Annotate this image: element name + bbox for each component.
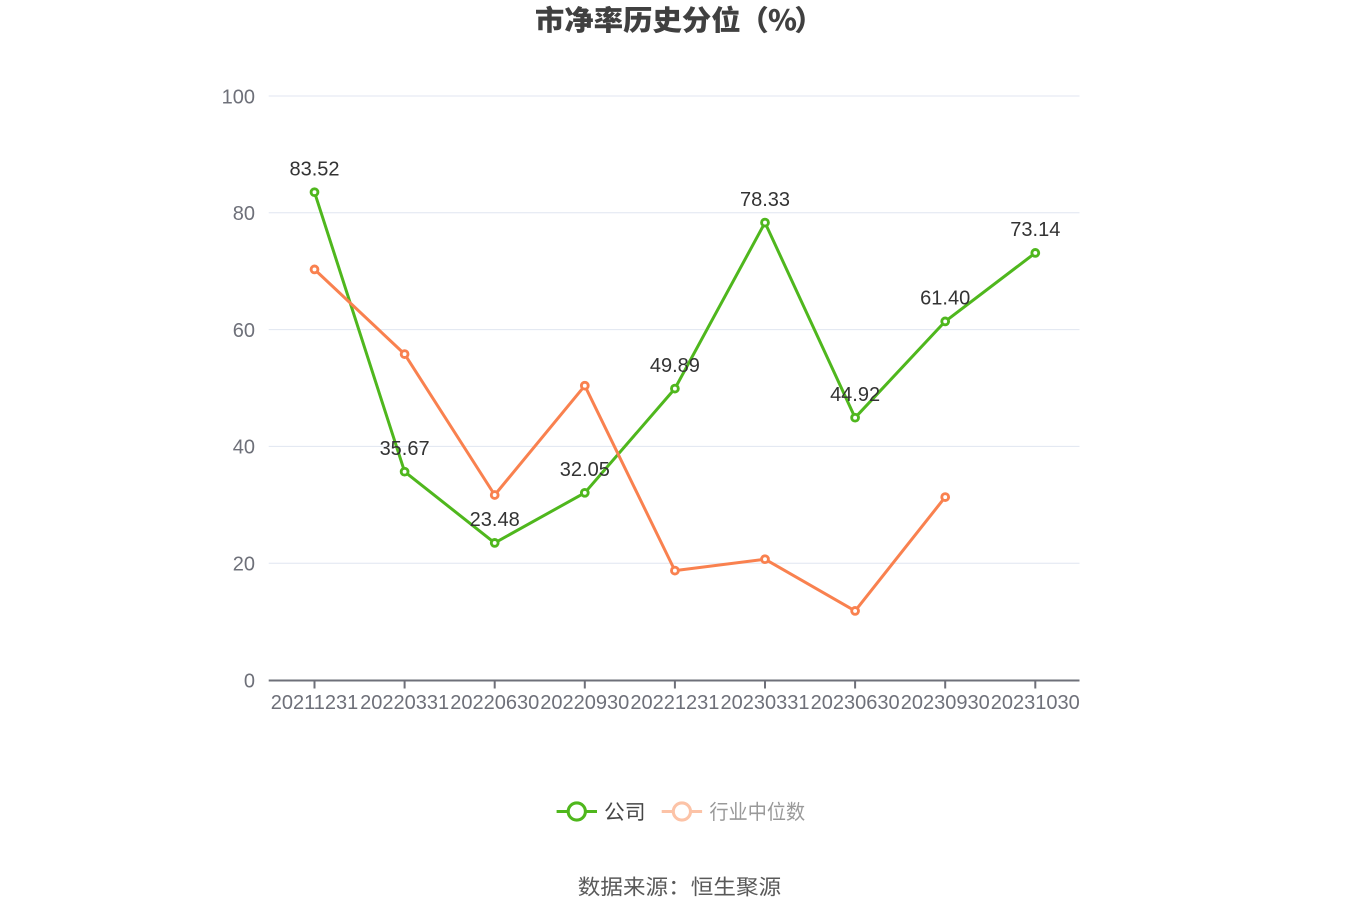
svg-text:49.89: 49.89: [650, 355, 700, 377]
svg-text:20220930: 20220930: [540, 692, 629, 714]
svg-text:80: 80: [233, 203, 255, 225]
svg-text:20230930: 20230930: [901, 692, 990, 714]
svg-text:35.67: 35.67: [380, 438, 430, 460]
svg-text:60: 60: [233, 320, 255, 342]
svg-text:73.14: 73.14: [1010, 219, 1060, 241]
svg-text:40: 40: [233, 437, 255, 459]
svg-text:23.48: 23.48: [470, 509, 520, 531]
svg-text:32.05: 32.05: [560, 459, 610, 481]
svg-text:20: 20: [233, 554, 255, 576]
svg-text:20220331: 20220331: [360, 692, 449, 714]
svg-text:20231030: 20231030: [991, 692, 1080, 714]
svg-text:20230331: 20230331: [721, 692, 810, 714]
svg-text:100: 100: [222, 86, 255, 108]
svg-text:61.40: 61.40: [920, 288, 970, 310]
svg-text:78.33: 78.33: [740, 189, 790, 211]
svg-text:20211231: 20211231: [271, 692, 359, 714]
svg-text:0: 0: [244, 670, 255, 692]
svg-text:20220630: 20220630: [450, 692, 539, 714]
svg-text:83.52: 83.52: [289, 158, 339, 180]
svg-text:20230630: 20230630: [811, 692, 900, 714]
svg-text:20221231: 20221231: [630, 692, 719, 714]
svg-text:44.92: 44.92: [830, 384, 880, 406]
